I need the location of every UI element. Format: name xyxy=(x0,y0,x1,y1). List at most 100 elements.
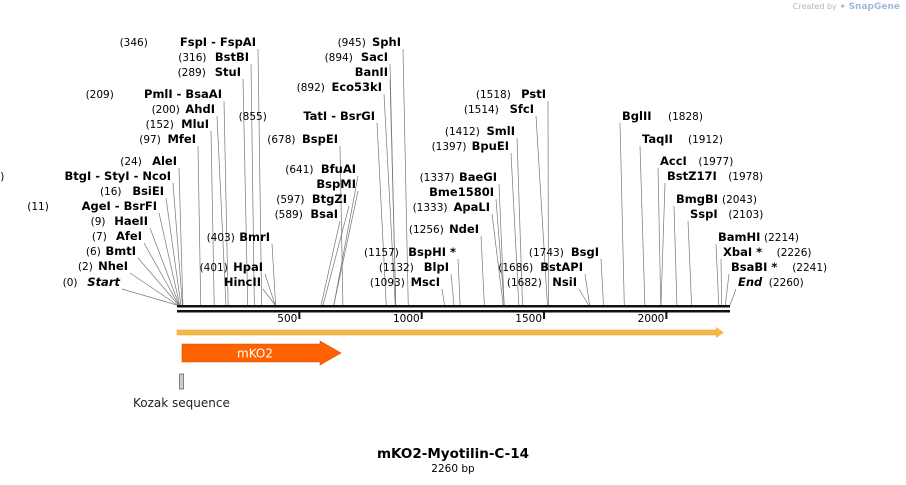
site-line-bstbi xyxy=(250,63,255,306)
cut-position-btgi: (22) xyxy=(0,171,4,183)
site-mlui[interactable]: MluI (152) xyxy=(146,117,209,131)
site-btgi[interactable]: BtgI - StyI - NcoI (22) xyxy=(0,169,171,183)
site-ndei[interactable]: NdeI (1256) xyxy=(409,222,479,236)
orf-arrow[interactable] xyxy=(176,327,724,338)
site-bpuei[interactable]: BpuEI (1397) xyxy=(432,139,509,153)
ruler-ticks: 500 1000 1500 2000 xyxy=(277,312,668,325)
enzyme-name-end: End xyxy=(738,275,763,289)
site-line-sphi xyxy=(402,48,409,306)
site-smli[interactable]: SmlI (1412) xyxy=(445,124,515,138)
enzyme-name-bmti: BmtI xyxy=(105,244,136,258)
site-line-ahdi xyxy=(216,115,227,306)
site-sphi[interactable]: SphI (945) xyxy=(338,35,401,49)
site-line-agei xyxy=(158,212,181,306)
snapgene-logo-icon: ✦ xyxy=(839,2,847,11)
site-bfuai[interactable]: BfuAI (641) xyxy=(285,162,356,176)
cut-position-hpai: (401) xyxy=(200,262,228,274)
site-blpi[interactable]: BlpI (1132) xyxy=(379,260,449,274)
enzyme-name-bglii: BglII xyxy=(622,109,652,123)
site-sfci[interactable]: SfcI (1514) xyxy=(464,102,534,116)
enzyme-name-sphi: SphI xyxy=(372,35,401,49)
site-haeii[interactable]: HaeII (9) xyxy=(91,214,148,228)
site-alei[interactable]: AleI (24) xyxy=(120,154,177,168)
enzyme-name-banii: BanII xyxy=(355,65,388,79)
enzyme-name-pmli: PmlI - BsaAI xyxy=(144,87,222,101)
cut-position-pmli: (209) xyxy=(86,89,114,101)
cut-position-bamhi: (2214) xyxy=(764,232,799,244)
site-end[interactable]: End (2260) xyxy=(738,275,804,289)
site-line-taqii xyxy=(639,145,646,306)
site-bstapi[interactable]: BstAPI (1686) xyxy=(498,260,583,274)
site-acci[interactable]: AccI (1977) xyxy=(660,154,733,168)
site-ahdi[interactable]: AhdI (200) xyxy=(152,102,215,116)
site-nsii[interactable]: NsiI (1682) xyxy=(507,275,577,289)
site-tati[interactable]: TatI - BsrGI (855) xyxy=(239,109,375,123)
site-line-afei xyxy=(143,242,180,306)
enzyme-name-bsgi: BsgI xyxy=(571,245,599,259)
site-mfei[interactable]: MfeI (97) xyxy=(139,132,196,146)
site-line-bfuai xyxy=(333,175,359,306)
site-pmli[interactable]: PmlI - BsaAI (209) xyxy=(86,87,222,101)
site-line-bsgi xyxy=(600,258,604,306)
site-bsgi[interactable]: BsgI (1743) xyxy=(529,245,599,259)
cut-position-nhei: (2) xyxy=(78,261,93,273)
enzyme-name-blpi: BlpI xyxy=(424,260,449,274)
cut-position-stui: (289) xyxy=(178,67,206,79)
site-line-start xyxy=(121,288,178,306)
site-bamhi[interactable]: BamHI (2214) xyxy=(718,230,799,244)
site-bmgbi[interactable]: BmgBI (2043) xyxy=(676,192,757,206)
site-baegi[interactable]: BaeGI (1337) xyxy=(420,170,497,184)
site-banii[interactable]: BanII xyxy=(355,65,388,79)
enzyme-name-agei: AgeI - BsrFI xyxy=(82,199,157,213)
site-xbai[interactable]: XbaI * (2226) xyxy=(723,245,812,259)
site-fspi[interactable]: FspI - FspAI (346) xyxy=(120,35,256,49)
cut-position-afei: (7) xyxy=(92,231,107,243)
site-line-stui xyxy=(242,78,249,306)
enzyme-name-sfci: SfcI xyxy=(510,102,534,116)
site-bstbi[interactable]: BstBI (316) xyxy=(178,50,249,64)
site-eco53ki[interactable]: Eco53kI (892) xyxy=(297,80,382,94)
enzyme-name-mlui: MluI xyxy=(181,117,209,131)
site-start[interactable]: Start (0) xyxy=(63,275,121,289)
site-bmri[interactable]: BmrI (403) xyxy=(207,230,270,244)
kozak-sequence-box[interactable] xyxy=(179,373,184,390)
site-bspei[interactable]: BspEI (678) xyxy=(267,132,338,146)
site-sspi[interactable]: SspI (2103) xyxy=(690,207,763,221)
site-afei[interactable]: AfeI (7) xyxy=(92,229,142,243)
site-bglii[interactable]: BglII (1828) xyxy=(622,109,703,123)
mko2-feature-label: mKO2 xyxy=(237,347,273,361)
site-hincii[interactable]: HincII xyxy=(224,275,261,289)
cut-position-tati: (855) xyxy=(239,111,267,123)
cut-position-bstbi: (316) xyxy=(178,52,206,64)
site-msci[interactable]: MscI (1093) xyxy=(370,275,440,289)
site-psti[interactable]: PstI (1518) xyxy=(476,87,546,101)
site-line-xbai xyxy=(720,258,723,306)
enzyme-name-ndei: NdeI xyxy=(449,222,479,236)
site-bmti[interactable]: BmtI (6) xyxy=(86,244,136,258)
site-apali[interactable]: ApaLI (1333) xyxy=(413,200,490,214)
site-stui[interactable]: StuI (289) xyxy=(178,65,241,79)
enzyme-name-eco53ki: Eco53kI xyxy=(331,80,382,94)
enzyme-name-bsai: BsaI xyxy=(310,207,338,221)
site-bsphi[interactable]: BspHI * (1157) xyxy=(364,245,456,259)
enzyme-name-bsabi: BsaBI * xyxy=(731,260,777,274)
mko2-feature-arrow[interactable]: mKO2 xyxy=(181,340,342,366)
site-bme1580i[interactable]: Bme1580I xyxy=(429,185,494,199)
site-hpai[interactable]: HpaI (401) xyxy=(200,260,263,274)
enzyme-name-tati: TatI - BsrGI xyxy=(303,109,375,123)
cut-position-bsai: (589) xyxy=(275,209,303,221)
enzyme-name-saci: SacI xyxy=(361,50,388,64)
site-nhei[interactable]: NheI (2) xyxy=(78,259,128,273)
site-bspmi[interactable]: BspMI xyxy=(316,177,356,191)
site-bsabi[interactable]: BsaBI * (2241) xyxy=(731,260,827,274)
site-line-smli xyxy=(516,137,523,306)
cut-position-baegi: (1337) xyxy=(420,172,455,184)
site-agei[interactable]: AgeI - BsrFI (11) xyxy=(27,199,157,213)
site-bsai[interactable]: BsaI (589) xyxy=(275,207,338,221)
site-saci[interactable]: SacI (894) xyxy=(325,50,388,64)
site-taqii[interactable]: TaqII (1912) xyxy=(642,132,723,146)
site-bsiei[interactable]: BsiEI (16) xyxy=(100,184,164,198)
site-btgzi[interactable]: BtgZI (597) xyxy=(276,192,347,206)
enzyme-name-bfuai: BfuAI xyxy=(321,162,356,176)
site-bstz17i[interactable]: BstZ17I (1978) xyxy=(667,169,763,183)
